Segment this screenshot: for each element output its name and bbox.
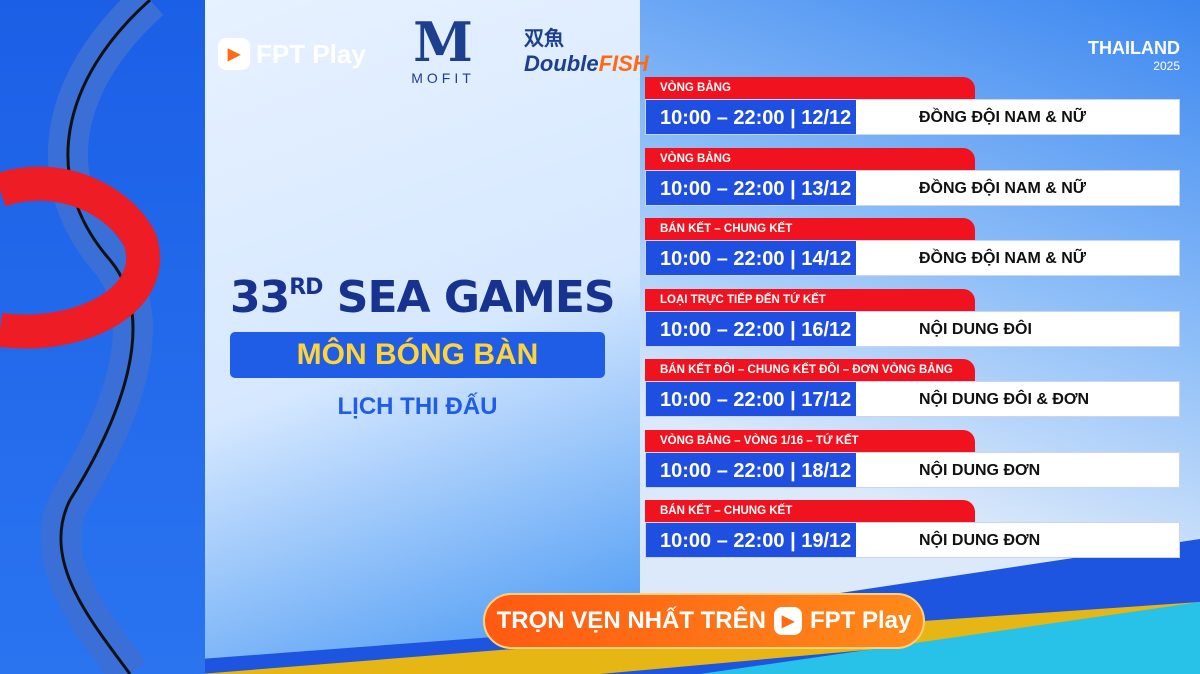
stage-label: BÁN KẾT ĐÔI – CHUNG KẾT ĐÔI – ĐƠN VÒNG B… (645, 359, 975, 381)
time-date: 10:00 – 22:00 | 12/12 (646, 100, 856, 134)
edition-number: 33 (230, 272, 290, 323)
stage-label: VÒNG BẢNG (645, 77, 975, 99)
schedule-bar: 10:00 – 22:00 | 18/12 NỘI DUNG ĐƠN (645, 451, 1180, 488)
stage-label: VÒNG BẢNG – VÒNG 1/16 – TỨ KẾT (645, 429, 975, 452)
event-type: NỘI DUNG ĐÔI & ĐƠN (856, 382, 1179, 416)
stage-label: BÁN KẾT – CHUNG KẾT (645, 218, 975, 240)
sport-badge: MÔN BÓNG BÀN (230, 332, 605, 378)
time-date: 10:00 – 22:00 | 13/12 (646, 170, 856, 205)
subtitle: LỊCH THI ĐẤU (337, 393, 498, 420)
mofit-text: MOFIT (411, 70, 475, 86)
event-name: SEA GAMES (336, 272, 616, 323)
time-date: 10:00 – 22:00 | 14/12 (646, 241, 856, 275)
ribbon-icon (0, 0, 164, 674)
time-date: 10:00 – 22:00 | 18/12 (646, 452, 856, 487)
event-type: NỘI DUNG ĐÔI (856, 311, 1179, 346)
play-icon: ▶ (218, 38, 250, 70)
event-type: NỘI DUNG ĐƠN (856, 523, 1179, 557)
stage-label: BÁN KẾT – CHUNG KẾT (645, 500, 975, 522)
cta-brand: FPT Play (809, 607, 912, 634)
double-text: Double (524, 51, 599, 76)
stage-label: LOẠI TRỰC TIẾP ĐẾN TỨ KẾT (645, 288, 975, 311)
event-type: NỘI DUNG ĐƠN (856, 452, 1179, 487)
time-date: 10:00 – 22:00 | 16/12 (646, 311, 856, 346)
thailand-text: THAILAND (1088, 38, 1180, 58)
event-type: ĐỒNG ĐỘI NAM & NỮ (856, 170, 1179, 205)
double-fish-cn: 双魚 (524, 28, 564, 50)
stage-label: VÒNG BẢNG (645, 147, 975, 170)
time-date: 10:00 – 22:00 | 17/12 (646, 382, 856, 416)
year-text: 2025 (1153, 59, 1180, 73)
schedule-bar: 10:00 – 22:00 | 17/12 NỘI DUNG ĐÔI & ĐƠN (645, 381, 1180, 417)
page-title: 33RD SEA GAMES (230, 272, 616, 323)
play-icon: ▶ (773, 607, 802, 635)
schedule-bar: 10:00 – 22:00 | 19/12 NỘI DUNG ĐƠN (645, 522, 1180, 558)
fpt-play-logo: ▶ FPT Play (218, 38, 366, 70)
fish-text: FISH (598, 51, 649, 76)
watch-on-fpt-play-button[interactable]: TRỌN VẸN NHẤT TRÊN ▶ FPT Play (483, 593, 925, 649)
schedule-bar: 10:00 – 22:00 | 12/12 ĐỒNG ĐỘI NAM & NỮ (645, 99, 1180, 135)
ribbon-artwork (0, 0, 205, 674)
fpt-play-text: FPT Play (256, 38, 366, 69)
schedule-bar: 10:00 – 22:00 | 14/12 ĐỒNG ĐỘI NAM & NỮ (645, 240, 1180, 276)
mofit-logo: M MOFIT (388, 14, 498, 86)
edition-suffix: RD (289, 275, 323, 300)
double-fish-logo: 双魚 DoubleFISH (524, 22, 649, 77)
schedule-bar: 10:00 – 22:00 | 13/12 ĐỒNG ĐỘI NAM & NỮ (645, 169, 1180, 206)
thailand-2025-logo: THAILAND 2025 (1088, 38, 1180, 73)
event-type: ĐỒNG ĐỘI NAM & NỮ (856, 100, 1179, 134)
time-date: 10:00 – 22:00 | 19/12 (646, 523, 856, 557)
cta-label: TRỌN VẸN NHẤT TRÊN (496, 607, 766, 634)
event-type: ĐỒNG ĐỘI NAM & NỮ (856, 241, 1179, 275)
schedule-bar: 10:00 – 22:00 | 16/12 NỘI DUNG ĐÔI (645, 310, 1180, 347)
mofit-mark: M (413, 10, 473, 74)
